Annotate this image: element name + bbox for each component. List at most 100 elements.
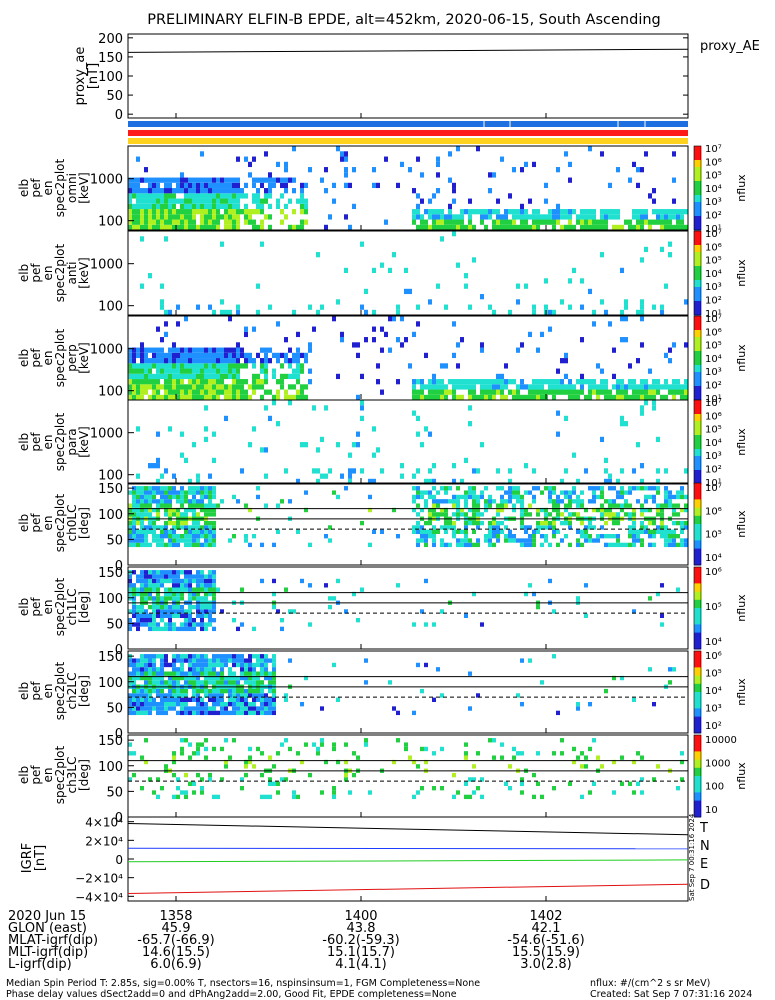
pitch-angle-cell [200,494,204,500]
spectrogram-cell [536,347,540,353]
spectrogram-cell [636,219,640,225]
spectrogram-cell [424,352,428,359]
pitch-angle-cell [196,613,200,618]
pitch-angle-cell [212,667,216,672]
pitch-angle-cell [224,654,228,659]
spectrogram-cell [496,468,500,474]
pitch-angle-cell [204,701,208,707]
pitch-angle-cell [612,486,616,491]
pitch-angle-cell [484,507,488,513]
pitch-angle-cell [152,675,156,681]
colorbar-frame [693,230,702,316]
pitch-angle-cell [440,525,444,530]
spectrogram-cell [240,188,244,194]
spectrogram-cell [520,394,524,401]
pitch-angle-cell [240,706,244,711]
pitch-angle-cell [416,764,420,769]
pitch-angle-cell [140,609,144,614]
pitch-angle-cell [208,587,212,592]
spectrogram-cell [620,379,624,385]
pitch-angle-cell [128,701,132,707]
pitch-angle-cell [208,706,212,711]
spectrogram-cell [592,219,596,225]
spectrogram-cell [156,177,160,183]
pitch-angle-cell [152,583,156,588]
colorbar-segment [694,308,701,316]
spectrogram-cell [628,363,632,369]
spectrogram-cell [244,203,248,210]
pitch-angle-cell [640,507,644,513]
pitch-angle-cell [152,604,156,610]
pitch-angle-cell [168,578,172,584]
spectrogram-cell [400,316,404,322]
spectrogram-cell [644,400,648,406]
pitch-angle-cell [140,622,144,627]
pitch-angle-cell [416,503,420,508]
spectrogram-cell [620,224,624,231]
spectrogram-cell [604,209,608,215]
spectrogram-cell [652,198,656,204]
pitch-angle-cell [416,790,420,795]
spectrogram-cell [148,394,152,401]
pitch-angle-cell [600,503,604,508]
pitch-angle-cell [152,520,156,526]
pitch-angle-cell [196,486,200,491]
spectrogram-cell [428,431,432,437]
spectrogram-cell [188,193,192,199]
pitch-angle-cell [672,533,676,539]
spectrogram-cell [264,151,268,157]
pitch-angle-cell [192,529,196,534]
spectrogram-cell [276,198,280,204]
spectrogram-cell [452,231,456,237]
colorbar-tick-label: 10⁴ [705,438,722,449]
pitch-angle-cell [200,613,204,618]
pitch-angle-cell [552,533,556,539]
pitch-angle-cell [524,529,528,534]
spectrogram-cell [156,352,160,359]
pitch-angle-cell [448,499,452,504]
colorbar-tick-label: 10⁷ [705,314,722,325]
colorbar-segment [694,700,701,709]
spectrogram-cell [252,177,256,183]
spectrogram-cell [412,188,416,194]
pitch-angle-cell [152,494,156,500]
pitch-angle-cell [432,529,436,534]
pitch-angle-cell [508,494,512,500]
pitch-angle-cell [140,542,144,548]
pitch-angle-cell [248,693,252,698]
spectrogram-cell [648,368,652,374]
pitch-angle-cell [176,538,180,543]
spectrogram-cell [668,358,672,364]
spectrogram-cell [192,389,196,395]
pitch-angle-cell [128,587,132,592]
spectrogram-cell [428,224,432,231]
spectrogram-cell [244,389,248,395]
spectrogram-cell [128,219,132,225]
spectrogram-cell [396,379,400,385]
spectrogram-cell [572,452,576,458]
spectrogram-cell [248,384,252,390]
spectrogram-cell [540,331,544,338]
spectrogram-cell [220,384,224,390]
pitch-angle-cell [196,538,200,543]
spectrogram-cell [432,373,436,380]
igrf-tick-label: 4×10⁴ [85,816,123,830]
pitch-angle-cell [368,790,372,795]
pitch-angle-cell [528,503,532,508]
spectrogram-cell [560,209,564,215]
spectrogram-cell [484,214,488,220]
pitch-angle-cell [204,578,208,584]
pitch-angle-cell [196,772,200,778]
spectrogram-cell [596,389,600,395]
pitch-angle-cell [256,662,260,668]
pitch-angle-cell [636,781,640,786]
spectrogram-cell [228,198,232,204]
spectrogram-cell [296,373,300,380]
spectrogram-cell [128,224,132,231]
pitch-angle-cell [260,662,264,668]
pitch-angle-cell [280,626,284,632]
spectrogram-cell [608,182,612,189]
pitch-angle-cell [156,626,160,632]
spectrogram-cell [164,214,168,220]
pitch-angle-cell [256,688,260,694]
